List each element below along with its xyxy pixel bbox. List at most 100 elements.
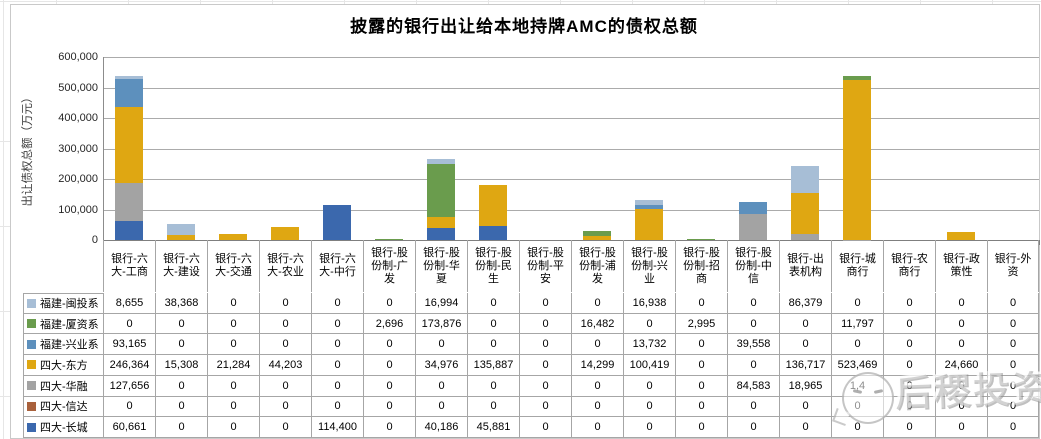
table-cell: 0 xyxy=(155,334,207,356)
legend-key xyxy=(27,401,36,411)
table-cell: 0 xyxy=(727,417,779,438)
table-cell: 0 xyxy=(883,375,935,397)
table-cell: 0 xyxy=(623,396,675,418)
table-cell: 0 xyxy=(935,293,987,314)
table-cell: 0 xyxy=(311,313,363,335)
bar-segment xyxy=(427,217,455,228)
table-cell: 0 xyxy=(727,313,779,335)
legend-key xyxy=(27,381,36,391)
spreadsheet-gridline xyxy=(992,0,993,4)
table-cell: 0 xyxy=(363,293,415,314)
bar-segment xyxy=(375,239,403,240)
category-label: 银行-六大-建设 xyxy=(155,240,207,292)
table-cell: 0 xyxy=(675,355,727,376)
table-cell: 0 xyxy=(779,313,831,335)
table-cell: 0 xyxy=(727,396,779,418)
table-cell: 0 xyxy=(779,417,831,438)
bar-segment xyxy=(583,230,611,236)
bar-segment xyxy=(947,232,975,240)
table-cell: 0 xyxy=(675,293,727,314)
bar-segment xyxy=(427,164,455,218)
table-cell: 0 xyxy=(519,396,571,418)
table-cell: 0 xyxy=(571,396,623,418)
table-cell: 0 xyxy=(259,375,311,397)
table-cell: 0 xyxy=(207,293,259,314)
table-cell: 0 xyxy=(519,355,571,376)
series-name: 四大-东方 xyxy=(40,359,88,372)
y-tick-label: 400,000 xyxy=(58,112,98,124)
table-cell: 0 xyxy=(883,355,935,376)
table-cell: 0 xyxy=(831,417,883,438)
table-cell: 0 xyxy=(987,293,1039,314)
table-cell: 14,299 xyxy=(571,355,623,376)
table-cell: 0 xyxy=(519,334,571,356)
bar-segment xyxy=(687,239,715,240)
bar-segment xyxy=(219,233,247,240)
y-gridline xyxy=(103,87,1039,89)
table-cell: 0 xyxy=(571,375,623,397)
category-label: 银行-六大-农业 xyxy=(259,240,311,292)
table-cell: 0 xyxy=(675,396,727,418)
spreadsheet-gridline xyxy=(920,0,921,4)
table-row-label: 福建-闽投系 xyxy=(23,293,103,314)
spreadsheet-gridline xyxy=(488,0,489,4)
table-cell: 0 xyxy=(415,375,467,397)
table-cell: 0 xyxy=(103,396,155,418)
table-cell: 0 xyxy=(467,375,519,397)
bar-segment xyxy=(115,79,143,108)
table-cell: 0 xyxy=(987,313,1039,335)
series-name: 四大-信达 xyxy=(40,401,88,414)
bar-segment xyxy=(635,205,663,210)
table-cell: 246,364 xyxy=(103,355,155,376)
table-cell: 0 xyxy=(727,293,779,314)
y-gridline xyxy=(103,209,1039,211)
table-cell: 93,165 xyxy=(103,334,155,356)
table-cell: 15,308 xyxy=(155,355,207,376)
table-cell: 0 xyxy=(883,396,935,418)
table-cell: 16,482 xyxy=(571,313,623,335)
table-cell: 13,732 xyxy=(623,334,675,356)
table-cell: 86,379 xyxy=(779,293,831,314)
bar-segment xyxy=(323,205,351,240)
table-cell: 16,938 xyxy=(623,293,675,314)
spreadsheet-gridline xyxy=(3,0,4,439)
table-cell: 60,661 xyxy=(103,417,155,438)
y-tick-label: 600,000 xyxy=(58,51,98,63)
spreadsheet-gridline xyxy=(0,226,10,227)
table-cell: 0 xyxy=(935,375,987,397)
bar-segment xyxy=(583,235,611,240)
bar-segment xyxy=(635,200,663,206)
table-cell: 0 xyxy=(675,417,727,438)
table-cell: 0 xyxy=(207,396,259,418)
table-cell: 0 xyxy=(883,417,935,438)
spreadsheet-gridline xyxy=(0,396,10,397)
table-cell: 0 xyxy=(883,293,935,314)
table-row-label: 四大-东方 xyxy=(23,355,103,376)
table-cell: 0 xyxy=(519,417,571,438)
table-row-label: 福建-兴业系 xyxy=(23,334,103,356)
bar-segment xyxy=(479,226,507,240)
table-cell: 0 xyxy=(467,334,519,356)
table-cell: 0 xyxy=(259,313,311,335)
table-cell: 18,965 xyxy=(779,375,831,397)
category-label: 银行-六大-工商 xyxy=(103,240,155,292)
table-cell: 135,887 xyxy=(467,355,519,376)
category-label: 银行-外资 xyxy=(987,240,1039,292)
spreadsheet-gridline xyxy=(128,0,129,4)
table-cell: 0 xyxy=(155,396,207,418)
table-cell: 0 xyxy=(883,313,935,335)
bar-segment xyxy=(271,226,299,240)
y-tick-label: 0 xyxy=(91,234,98,246)
y-gridline xyxy=(103,57,1039,58)
table-cell: 0 xyxy=(207,417,259,438)
table-cell: 8,655 xyxy=(103,293,155,314)
table-cell: 114,400 xyxy=(311,417,363,438)
table-cell: 45,881 xyxy=(467,417,519,438)
spreadsheet-gridline xyxy=(200,0,201,4)
table-row-label: 福建-厦资系 xyxy=(23,313,103,335)
table-cell: 0 xyxy=(519,313,571,335)
table-cell: 127,656 xyxy=(103,375,155,397)
category-label: 银行-股份制-浦发 xyxy=(571,240,623,292)
series-name: 四大-华融 xyxy=(40,380,88,393)
table-cell: 0 xyxy=(623,375,675,397)
